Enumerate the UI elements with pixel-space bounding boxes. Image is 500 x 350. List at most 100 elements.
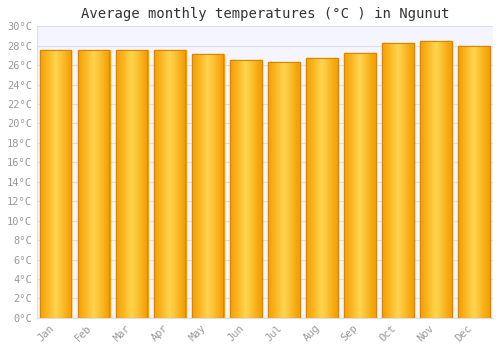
Bar [116,50,117,318]
Bar [366,54,368,318]
Bar [104,50,105,318]
Bar [359,54,360,318]
Bar [240,60,242,318]
Bar [214,55,215,318]
Bar [448,41,449,318]
Bar [232,60,233,318]
Bar [230,60,262,318]
Bar [248,60,249,318]
Bar [447,41,448,318]
Bar [284,62,285,318]
Bar [289,62,290,318]
Bar [141,50,142,318]
Bar [402,43,404,318]
Bar [479,46,480,318]
Bar [192,55,224,318]
Bar [258,60,259,318]
Bar [143,50,144,318]
Bar [358,54,359,318]
Bar [385,43,386,318]
Bar [85,50,86,318]
Bar [461,46,462,318]
Bar [167,50,168,318]
Bar [144,50,145,318]
Bar [79,50,80,318]
Bar [175,50,176,318]
Bar [273,62,274,318]
Bar [402,43,403,318]
Bar [157,50,158,318]
Bar [46,50,47,318]
Bar [362,54,363,318]
Bar [353,54,354,318]
Bar [67,50,68,318]
Bar [313,58,314,318]
Bar [206,55,207,318]
Bar [223,55,224,318]
Bar [249,60,250,318]
Bar [242,60,243,318]
Bar [55,50,56,318]
Bar [197,55,198,318]
Bar [420,41,452,318]
Bar [435,41,436,318]
Bar [283,62,284,318]
Bar [308,58,309,318]
Bar [432,41,433,318]
Bar [318,58,319,318]
Bar [329,58,330,318]
Bar [231,60,232,318]
Bar [130,50,131,318]
Bar [351,54,352,318]
Bar [160,50,161,318]
Bar [317,58,318,318]
Bar [161,50,162,318]
Bar [142,50,143,318]
Bar [204,55,205,318]
Bar [218,55,219,318]
Bar [69,50,70,318]
Bar [78,50,79,318]
Bar [207,55,208,318]
Bar [290,62,291,318]
Bar [268,62,300,318]
Bar [128,50,129,318]
Bar [70,50,71,318]
Bar [278,62,279,318]
Bar [211,55,212,318]
Bar [334,58,335,318]
Bar [336,58,337,318]
Bar [78,50,110,318]
Bar [467,46,468,318]
Bar [449,41,450,318]
Bar [127,50,128,318]
Bar [383,43,384,318]
Bar [56,50,57,318]
Bar [178,50,179,318]
Bar [140,50,141,318]
Bar [471,46,472,318]
Bar [100,50,101,318]
Bar [247,60,248,318]
Bar [66,50,67,318]
Bar [162,50,163,318]
Bar [396,43,397,318]
Bar [440,41,441,318]
Bar [485,46,486,318]
Bar [350,54,351,318]
Bar [399,43,400,318]
Bar [335,58,336,318]
Bar [101,50,102,318]
Bar [80,50,81,318]
Bar [404,43,405,318]
Bar [199,55,200,318]
Bar [170,50,171,318]
Bar [483,46,484,318]
Bar [465,46,466,318]
Bar [245,60,246,318]
Bar [382,43,414,318]
Bar [268,62,269,318]
Bar [374,54,375,318]
Bar [257,60,258,318]
Bar [54,50,55,318]
